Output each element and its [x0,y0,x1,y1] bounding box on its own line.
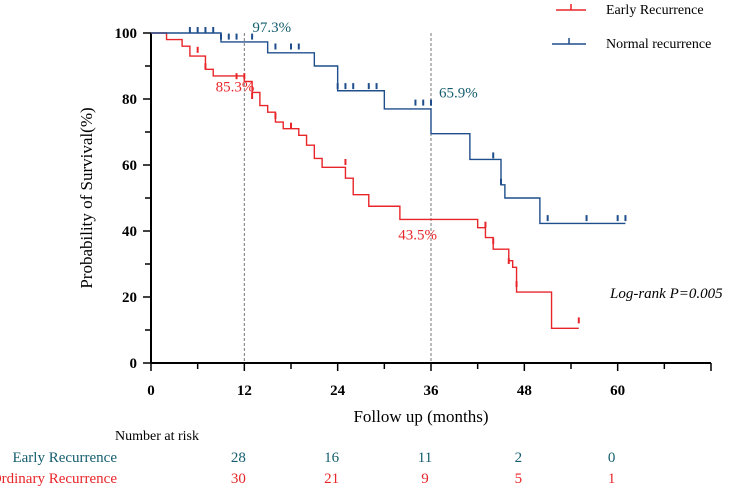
risk-value: 30 [231,471,246,487]
risk-value: 9 [421,471,429,487]
y-tick-label: 40 [122,224,137,240]
risk-value: 16 [324,450,340,466]
y-tick-label: 60 [122,158,137,174]
annotation-label: 97.3% [252,20,291,36]
risk-value: 1 [608,471,616,487]
annotations: 97.3% 65.9% 85.3% 43.5% [216,20,478,244]
annotation-label: 85.3% [216,80,255,96]
series-line-normal [151,32,626,225]
reference-lines [243,33,432,363]
legend-item-early: Early Recurrence [556,3,704,18]
risk-table: Number at risk Early Recurrence Ordinary… [0,429,615,487]
x-tick-label: 0 [147,383,155,399]
axes: 0 12 24 36 48 60 0 20 40 60 80 100 [115,26,712,399]
annotation-label: 43.5% [398,227,437,243]
log-rank-text: Log-rank P=0.005 [609,286,723,302]
risk-row-label-ordinary: Ordinary Recurrence [0,471,117,487]
x-tick-label: 48 [517,383,532,399]
risk-value: 21 [324,471,339,487]
annotation-label: 65.9% [439,85,478,101]
y-tick-label: 0 [130,356,138,372]
x-tick-label: 60 [610,383,625,399]
x-tick-label: 12 [237,383,252,399]
risk-value: 5 [515,471,523,487]
x-axis-label: Follow up (months) [353,407,488,426]
risk-value: 28 [231,450,246,466]
risk-table-title: Number at risk [115,429,199,444]
legend-item-normal: Normal recurrence [552,37,711,52]
risk-value: 2 [515,450,523,466]
series-group [151,27,627,330]
x-tick-label: 24 [330,383,346,399]
y-tick-label: 80 [122,92,137,108]
x-tick-label: 36 [424,383,440,399]
legend: Early Recurrence Normal recurrence [552,3,711,52]
risk-value: 11 [418,450,432,466]
y-tick-label: 100 [115,26,138,42]
y-tick-label: 20 [122,290,137,306]
series-line-early [151,32,579,330]
legend-label-normal: Normal recurrence [606,37,711,52]
risk-value: 0 [608,450,616,466]
legend-label-early: Early Recurrence [606,3,704,18]
risk-row-label-early: Early Recurrence [12,450,117,466]
y-axis-label: Probability of Survival(%) [77,107,96,288]
risk-values: 28 16 11 2 0 30 21 9 5 1 [231,450,616,487]
